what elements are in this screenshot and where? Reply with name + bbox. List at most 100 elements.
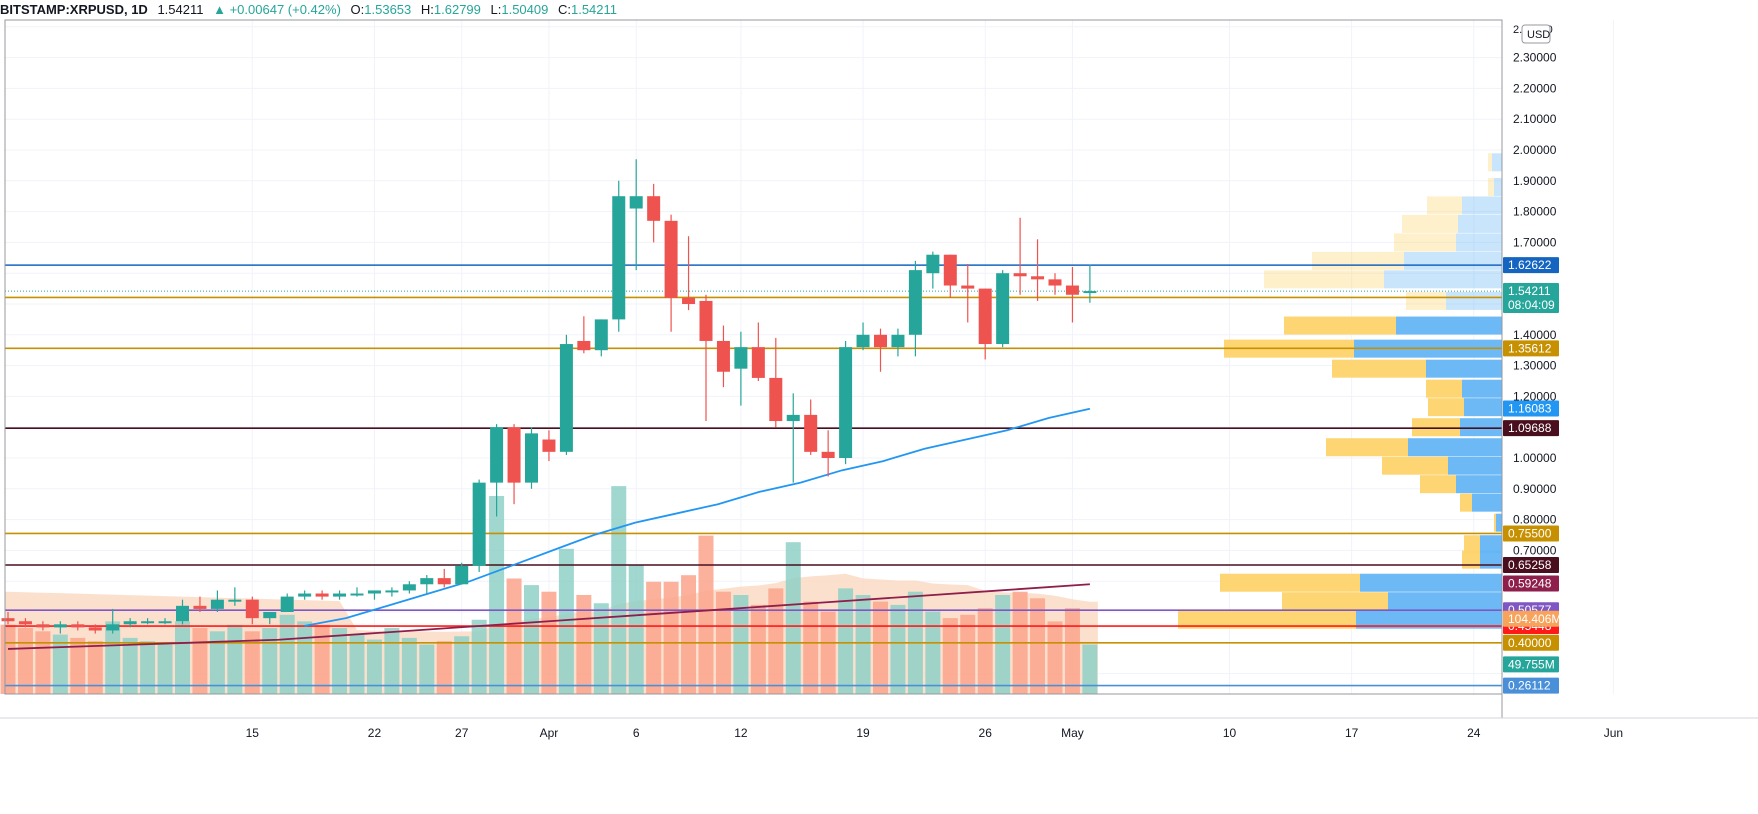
volume-bar [262, 628, 278, 694]
price-tag-text: 1.54211 [1508, 284, 1551, 298]
volume-bar [838, 588, 854, 694]
candle-body [664, 220, 678, 298]
profile-bar-up [1332, 359, 1426, 378]
candle-body [141, 621, 155, 624]
volume-bar [611, 486, 627, 694]
volume-bar [855, 595, 871, 694]
level-tag-text: 1.35612 [1508, 341, 1552, 355]
volume-bar [1030, 598, 1046, 694]
candle-body [420, 578, 434, 585]
candle-body [280, 596, 294, 612]
time-tick-label: 27 [455, 726, 469, 740]
level-tag-text: 0.75500 [1508, 526, 1552, 540]
price-tick-label: 2.20000 [1513, 81, 1557, 95]
profile-bar-down [1480, 550, 1502, 569]
volume-bar [70, 637, 86, 694]
volume-bar [366, 639, 382, 694]
volume-bar [646, 581, 662, 694]
profile-bar-up [1460, 493, 1472, 512]
candle-body [298, 593, 312, 597]
volume-bar [506, 578, 522, 694]
candle-body [874, 334, 887, 348]
candle-body [263, 612, 277, 619]
candle-body [350, 593, 364, 596]
volume-bar [349, 634, 365, 694]
candle-body [437, 578, 451, 585]
horizontal-levels[interactable] [5, 264, 1502, 687]
level-tag-bg [1503, 257, 1559, 274]
time-tick-label: Apr [540, 726, 559, 740]
profile-bar-up [1462, 550, 1480, 569]
candle-body [1083, 291, 1097, 294]
time-tick-label: Jun [1604, 726, 1623, 740]
profile-bar-up [1264, 270, 1384, 289]
candle-body [804, 414, 818, 452]
price-tag-text: 1.16083 [1508, 401, 1552, 415]
profile-bar-down [1360, 573, 1502, 592]
low-value: 1.50409 [501, 2, 549, 17]
time-tick-label: 22 [368, 726, 382, 740]
volume-bar [105, 621, 121, 694]
price-tick-label: 1.30000 [1513, 359, 1557, 373]
candle-body [821, 451, 835, 458]
chart-frame [0, 19, 1758, 719]
profile-bar-up [1394, 233, 1456, 252]
candle-body [71, 624, 85, 628]
price-tag-bg [1503, 610, 1559, 627]
volume-bar [524, 585, 539, 694]
profile-bar-up [1494, 513, 1496, 532]
level-tag-bg [1503, 677, 1559, 694]
price-tick-label: 2.10000 [1513, 112, 1557, 126]
volume-bar [820, 611, 836, 694]
price-tick-label: 1.40000 [1513, 328, 1557, 342]
low-label: L: [490, 2, 502, 17]
price-tick-label: 1.70000 [1513, 235, 1557, 249]
profile-bar-up [1220, 573, 1360, 592]
candle-body [891, 334, 905, 348]
profile-bar-down [1446, 291, 1502, 310]
profile-bar-down [1462, 196, 1502, 215]
volume-bar [698, 535, 714, 694]
volume-bar [140, 641, 156, 694]
price-axis[interactable]: 2.30000 2.20000 2.10000 2.00000 1.90000 1.800… [1513, 24, 1557, 557]
candle-body [210, 599, 224, 609]
candle-body [106, 624, 120, 631]
level-tag-bg [1503, 634, 1559, 651]
price-tick-label: 0.90000 [1513, 482, 1557, 496]
level-tag-bg [1503, 340, 1559, 357]
time-tick-label: 24 [1467, 726, 1481, 740]
volume-bar [750, 604, 766, 694]
candle-body [978, 288, 992, 345]
profile-bar-up [1488, 177, 1494, 196]
moving-averages [7, 407, 1091, 650]
time-tick-label: 15 [246, 726, 260, 740]
volume-bar [925, 611, 941, 694]
price-tag-bg [1503, 656, 1559, 673]
price-tags: 1.626221.521171.356121.096880.755000.652… [1503, 257, 1561, 694]
candle-body [315, 593, 329, 597]
candle-body [734, 347, 748, 369]
candle-body [472, 482, 486, 566]
candle-body [629, 196, 643, 209]
price-tag-text: 0.59248 [1508, 577, 1552, 591]
volume-bar [209, 631, 225, 694]
open-label: O: [350, 2, 365, 17]
profile-bar-up [1312, 251, 1404, 270]
volume-bar [419, 644, 435, 694]
volume-bar [733, 595, 749, 694]
price-tick-label: 1.20000 [1513, 389, 1557, 403]
symbol-name[interactable]: BITSTAMP:XRPUSD, 1D [0, 2, 148, 17]
candle-body [490, 427, 504, 483]
time-tick-label: 12 [734, 726, 748, 740]
candle-body [682, 297, 696, 304]
price-tick-label: 1.00000 [1513, 451, 1557, 465]
candle-body [1065, 285, 1079, 295]
profile-bar-down [1404, 251, 1502, 270]
profile-bar-up [1427, 196, 1462, 215]
time-axis[interactable]: 15 22 27 Apr 6 12 19 26 May 10 17 24 Jun [246, 726, 1623, 740]
volume-profile [1178, 153, 1502, 629]
candle-body [123, 621, 137, 625]
profile-bar-up [1326, 438, 1408, 457]
price-tick-label: 1.90000 [1513, 174, 1557, 188]
